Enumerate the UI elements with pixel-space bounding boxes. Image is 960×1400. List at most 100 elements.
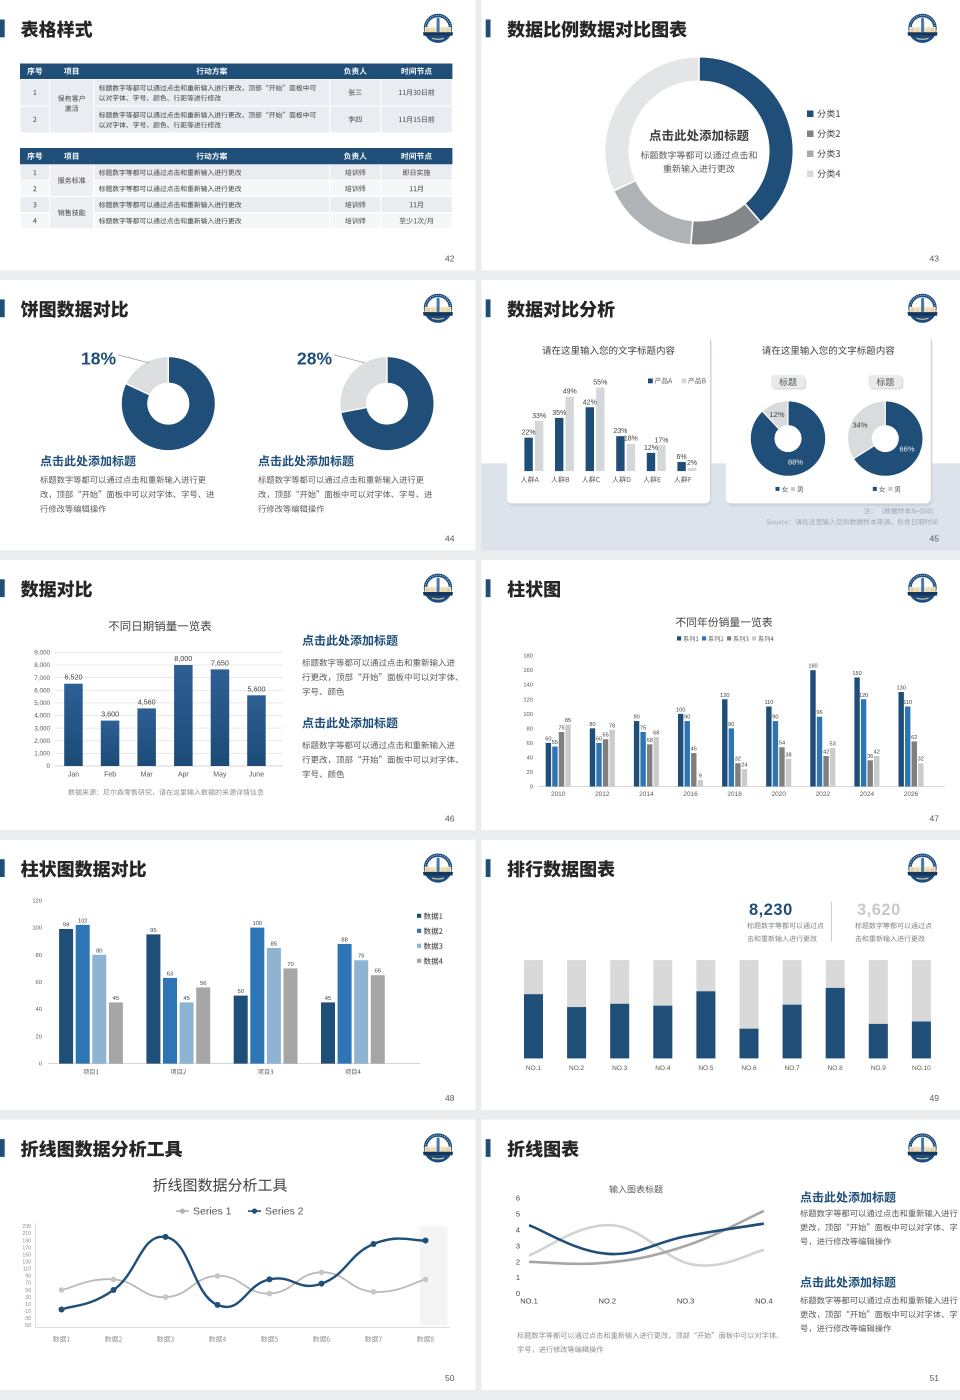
svg-text:47: 47 <box>930 813 940 823</box>
svg-text:33%: 33% <box>532 413 546 420</box>
svg-text:10: 10 <box>25 1302 31 1308</box>
svg-text:2018: 2018 <box>727 791 742 798</box>
svg-text:90: 90 <box>25 1274 31 1280</box>
svg-text:45: 45 <box>113 996 119 1002</box>
svg-text:2014: 2014 <box>639 791 654 798</box>
svg-text:8,000: 8,000 <box>174 654 192 663</box>
svg-text:50: 50 <box>445 1373 455 1383</box>
svg-text:2: 2 <box>516 1257 520 1266</box>
svg-text:NO.8: NO.8 <box>828 1065 844 1072</box>
svg-text:20: 20 <box>36 1034 42 1040</box>
svg-text:170: 170 <box>22 1245 31 1251</box>
svg-text:42: 42 <box>823 750 829 756</box>
svg-text:62: 62 <box>911 735 917 741</box>
svg-text:30: 30 <box>25 1295 31 1301</box>
svg-text:NO.1: NO.1 <box>520 1297 538 1306</box>
svg-text:95: 95 <box>150 928 156 934</box>
svg-text:6: 6 <box>516 1194 520 1203</box>
svg-text:110: 110 <box>903 700 912 706</box>
svg-text:60: 60 <box>596 736 602 742</box>
svg-text:100: 100 <box>32 926 42 932</box>
svg-text:53: 53 <box>829 742 835 748</box>
svg-text:NO.7: NO.7 <box>785 1065 801 1072</box>
svg-text:NO.4: NO.4 <box>655 1065 671 1072</box>
svg-text:0: 0 <box>46 763 50 770</box>
svg-text:3,620: 3,620 <box>857 901 901 919</box>
svg-text:230: 230 <box>22 1224 31 1230</box>
svg-text:24: 24 <box>741 763 747 769</box>
svg-text:80: 80 <box>96 948 102 954</box>
svg-text:60: 60 <box>545 736 551 742</box>
svg-text:5: 5 <box>516 1210 520 1219</box>
svg-text:23%: 23% <box>613 428 627 435</box>
svg-text:45: 45 <box>183 996 189 1002</box>
svg-text:40: 40 <box>527 755 533 761</box>
svg-text:60: 60 <box>36 980 42 986</box>
svg-text:46: 46 <box>445 813 455 823</box>
svg-text:54: 54 <box>779 741 785 747</box>
svg-text:76: 76 <box>358 954 364 960</box>
svg-text:45: 45 <box>930 533 940 543</box>
svg-text:NO.6: NO.6 <box>741 1065 757 1072</box>
svg-text:NO.3: NO.3 <box>612 1065 628 1072</box>
svg-text:-10: -10 <box>24 1309 32 1315</box>
svg-text:160: 160 <box>808 664 817 670</box>
svg-text:8,230: 8,230 <box>749 901 793 919</box>
svg-text:80: 80 <box>36 953 42 959</box>
svg-text:NO.9: NO.9 <box>871 1065 887 1072</box>
svg-text:6,000: 6,000 <box>34 688 50 695</box>
svg-text:6,520: 6,520 <box>65 673 83 682</box>
svg-text:35%: 35% <box>552 410 566 417</box>
svg-text:120: 120 <box>523 697 533 703</box>
svg-text:0: 0 <box>39 1062 42 1068</box>
svg-text:2%: 2% <box>687 460 697 467</box>
svg-text:110: 110 <box>764 700 773 706</box>
svg-text:130: 130 <box>897 686 906 692</box>
svg-text:5,600: 5,600 <box>248 684 266 693</box>
svg-text:Series 2: Series 2 <box>265 1206 304 1218</box>
svg-text:90: 90 <box>684 715 690 721</box>
svg-text:Feb: Feb <box>104 772 116 779</box>
svg-text:43: 43 <box>930 254 940 264</box>
svg-text:120: 120 <box>32 898 42 904</box>
svg-text:66%: 66% <box>899 444 914 453</box>
svg-text:-50: -50 <box>24 1323 32 1329</box>
svg-text:75: 75 <box>640 726 646 732</box>
svg-text:44: 44 <box>445 533 455 543</box>
svg-text:2012: 2012 <box>595 791 610 798</box>
svg-text:36: 36 <box>867 754 873 760</box>
svg-text:120: 120 <box>720 693 729 699</box>
svg-text:40: 40 <box>36 1007 42 1013</box>
svg-text:70: 70 <box>287 962 293 968</box>
svg-text:50: 50 <box>237 989 243 995</box>
svg-text:NO.2: NO.2 <box>569 1065 585 1072</box>
svg-text:4: 4 <box>516 1226 520 1235</box>
svg-text:2026: 2026 <box>904 791 919 798</box>
svg-text:Apr: Apr <box>178 772 190 779</box>
svg-text:102: 102 <box>78 918 88 924</box>
svg-text:210: 210 <box>22 1231 31 1237</box>
svg-text:0: 0 <box>516 1289 520 1298</box>
svg-text:63: 63 <box>167 971 173 977</box>
svg-text:42: 42 <box>874 750 880 756</box>
svg-text:5,000: 5,000 <box>34 700 50 707</box>
svg-text:9: 9 <box>699 774 702 780</box>
svg-text:140: 140 <box>523 683 533 689</box>
svg-text:48: 48 <box>445 1093 455 1103</box>
svg-text:51: 51 <box>930 1373 940 1383</box>
svg-text:100: 100 <box>523 712 533 718</box>
svg-text:NO.1: NO.1 <box>526 1065 542 1072</box>
svg-text:-30: -30 <box>24 1316 32 1322</box>
svg-text:32: 32 <box>735 757 741 763</box>
svg-text:NO.4: NO.4 <box>755 1297 773 1306</box>
svg-text:90: 90 <box>772 715 778 721</box>
svg-text:28%: 28% <box>297 348 332 368</box>
svg-text:4,000: 4,000 <box>34 713 50 720</box>
svg-text:22%: 22% <box>522 430 536 437</box>
svg-text:150: 150 <box>852 671 861 677</box>
svg-text:2020: 2020 <box>771 791 786 798</box>
svg-text:80: 80 <box>527 726 533 732</box>
svg-text:45: 45 <box>325 996 331 1002</box>
svg-text:2010: 2010 <box>551 791 566 798</box>
svg-text:180: 180 <box>523 654 533 660</box>
